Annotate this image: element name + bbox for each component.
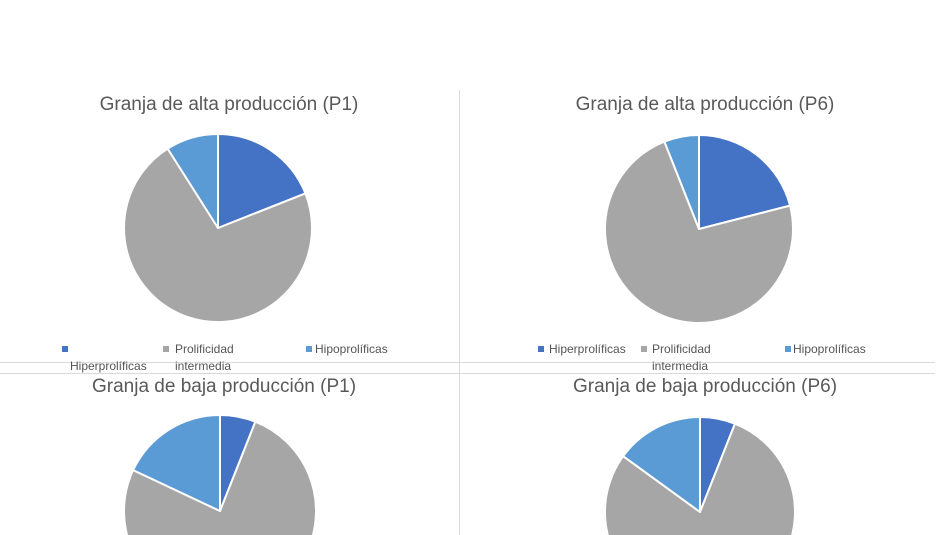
pie-chart (604, 134, 795, 324)
legend-swatch-icon (62, 346, 68, 352)
legend-label: Hipoprolíficas (315, 342, 388, 356)
pie-slice-hiperprolíficas (698, 134, 792, 230)
pie-slice-prolificidad-intermedia (123, 147, 313, 323)
legend-label: Prolificidad (652, 342, 711, 356)
pie-slice-prolificidad-intermedia (604, 422, 796, 535)
pie-chart (123, 133, 313, 323)
pie-slice-hiperprolíficas (699, 416, 736, 513)
pie-slice-hipoprolíficas (166, 133, 219, 229)
chart-title: Granja de alta producción (P1) (99, 94, 359, 115)
pie-chart (123, 414, 317, 535)
legend-label: Hipoprolíficas (793, 342, 866, 356)
legend-label: Hiperprolíficas (549, 342, 626, 356)
legend-swatch-icon (163, 346, 169, 352)
legend-swatch-icon (306, 346, 312, 352)
pie-slice-hipoprolíficas (663, 134, 700, 230)
chart-title: Granja de baja producción (P6) (572, 376, 838, 397)
panel-divider-horizontal-lower (0, 373, 935, 374)
pie-slice-hipoprolíficas (622, 416, 701, 513)
legend-swatch-icon (538, 346, 544, 352)
legend-swatch-icon (641, 346, 647, 352)
pie-slice-prolificidad-intermedia (123, 420, 317, 535)
pie-slice-prolificidad-intermedia (604, 140, 795, 324)
pie-slice-hiperprolíficas (217, 133, 307, 229)
pie-slice-hipoprolíficas (132, 414, 221, 512)
panel-divider-horizontal-upper (0, 362, 935, 363)
pie-slice-hiperprolíficas (219, 414, 257, 512)
panel-divider-vertical (459, 90, 460, 535)
chart-title: Granja de alta producción (P6) (575, 94, 835, 115)
pie-chart (604, 416, 796, 535)
chart-title: Granja de baja producción (P1) (91, 376, 357, 397)
legend-swatch-icon (785, 346, 791, 352)
legend-label: Prolificidad (175, 342, 234, 356)
